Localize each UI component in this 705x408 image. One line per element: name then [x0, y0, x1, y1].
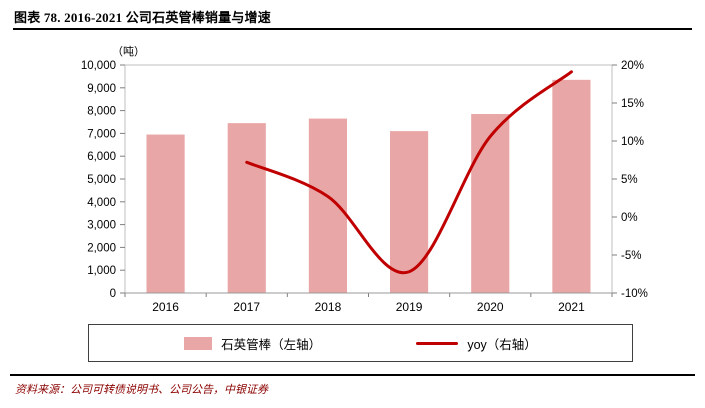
left-axis-tick-label: 0: [110, 288, 116, 300]
combo-chart-canvas: 0 1,000 2,000 3,000 4,000 5,000 6,000 7,000 8,00…: [81, 60, 648, 314]
bar-2018: [308, 118, 347, 293]
right-axis-tick-label: 10%: [621, 136, 644, 148]
left-axis-tick-label: 8,000: [87, 106, 116, 118]
left-axis-unit-label: （吨）: [112, 46, 145, 58]
bar-2016: [146, 134, 185, 293]
x-axis-label: 2016: [152, 300, 179, 314]
bar-series-label: 石英管棒（左轴）: [221, 337, 322, 352]
right-axis-tick-label: -10%: [621, 288, 648, 300]
right-axis-tick-label: 20%: [621, 60, 644, 72]
x-axis-label: 2017: [233, 300, 260, 314]
x-axis-label: 2021: [558, 300, 585, 314]
left-axis-tick-label: 4,000: [87, 197, 116, 209]
bar-2021: [552, 79, 591, 293]
bar-2017: [227, 123, 266, 293]
legend-item-line-series: yoy（右轴）: [416, 334, 537, 353]
left-axis-tick-label: 3,000: [87, 220, 116, 232]
title-underline: [13, 28, 692, 30]
left-axis-tick-label: 7,000: [87, 128, 116, 140]
right-axis-tick-label: -5%: [621, 250, 641, 262]
bar-2020: [471, 114, 510, 294]
line-series-swatch: [416, 341, 459, 345]
bar-2019: [390, 131, 429, 293]
right-axis-tick-label: 0%: [621, 212, 638, 224]
left-axis-tick-label: 2,000: [87, 242, 116, 254]
left-axis-tick-label: 10,000: [81, 60, 116, 72]
footer-divider: [10, 374, 695, 376]
legend-item-bar-series: 石英管棒（左轴）: [184, 334, 321, 353]
bar-series-swatch: [184, 336, 213, 350]
figure-title: 图表 78. 2016-2021 公司石英管棒销量与增速: [14, 10, 271, 25]
left-axis-tick-label: 1,000: [87, 265, 116, 277]
source-note: 资料来源：公司可转债说明书、公司公告，中银证券: [15, 384, 268, 396]
left-axis-tick-label: 5,000: [87, 174, 116, 186]
chart-legend: 石英管棒（左轴） yoy（右轴）: [88, 324, 633, 362]
x-axis-label: 2018: [315, 300, 342, 314]
x-axis-label: 2020: [477, 300, 504, 314]
x-axis-label: 2019: [396, 300, 423, 314]
left-axis-tick-label: 9,000: [87, 83, 116, 95]
yoy-line: [245, 70, 573, 275]
plot-border: [124, 64, 613, 294]
left-axis-tick-label: 6,000: [87, 151, 116, 163]
line-series-label: yoy（右轴）: [467, 337, 537, 352]
right-axis-tick-label: 5%: [621, 174, 638, 186]
right-axis-tick-label: 15%: [621, 98, 644, 110]
